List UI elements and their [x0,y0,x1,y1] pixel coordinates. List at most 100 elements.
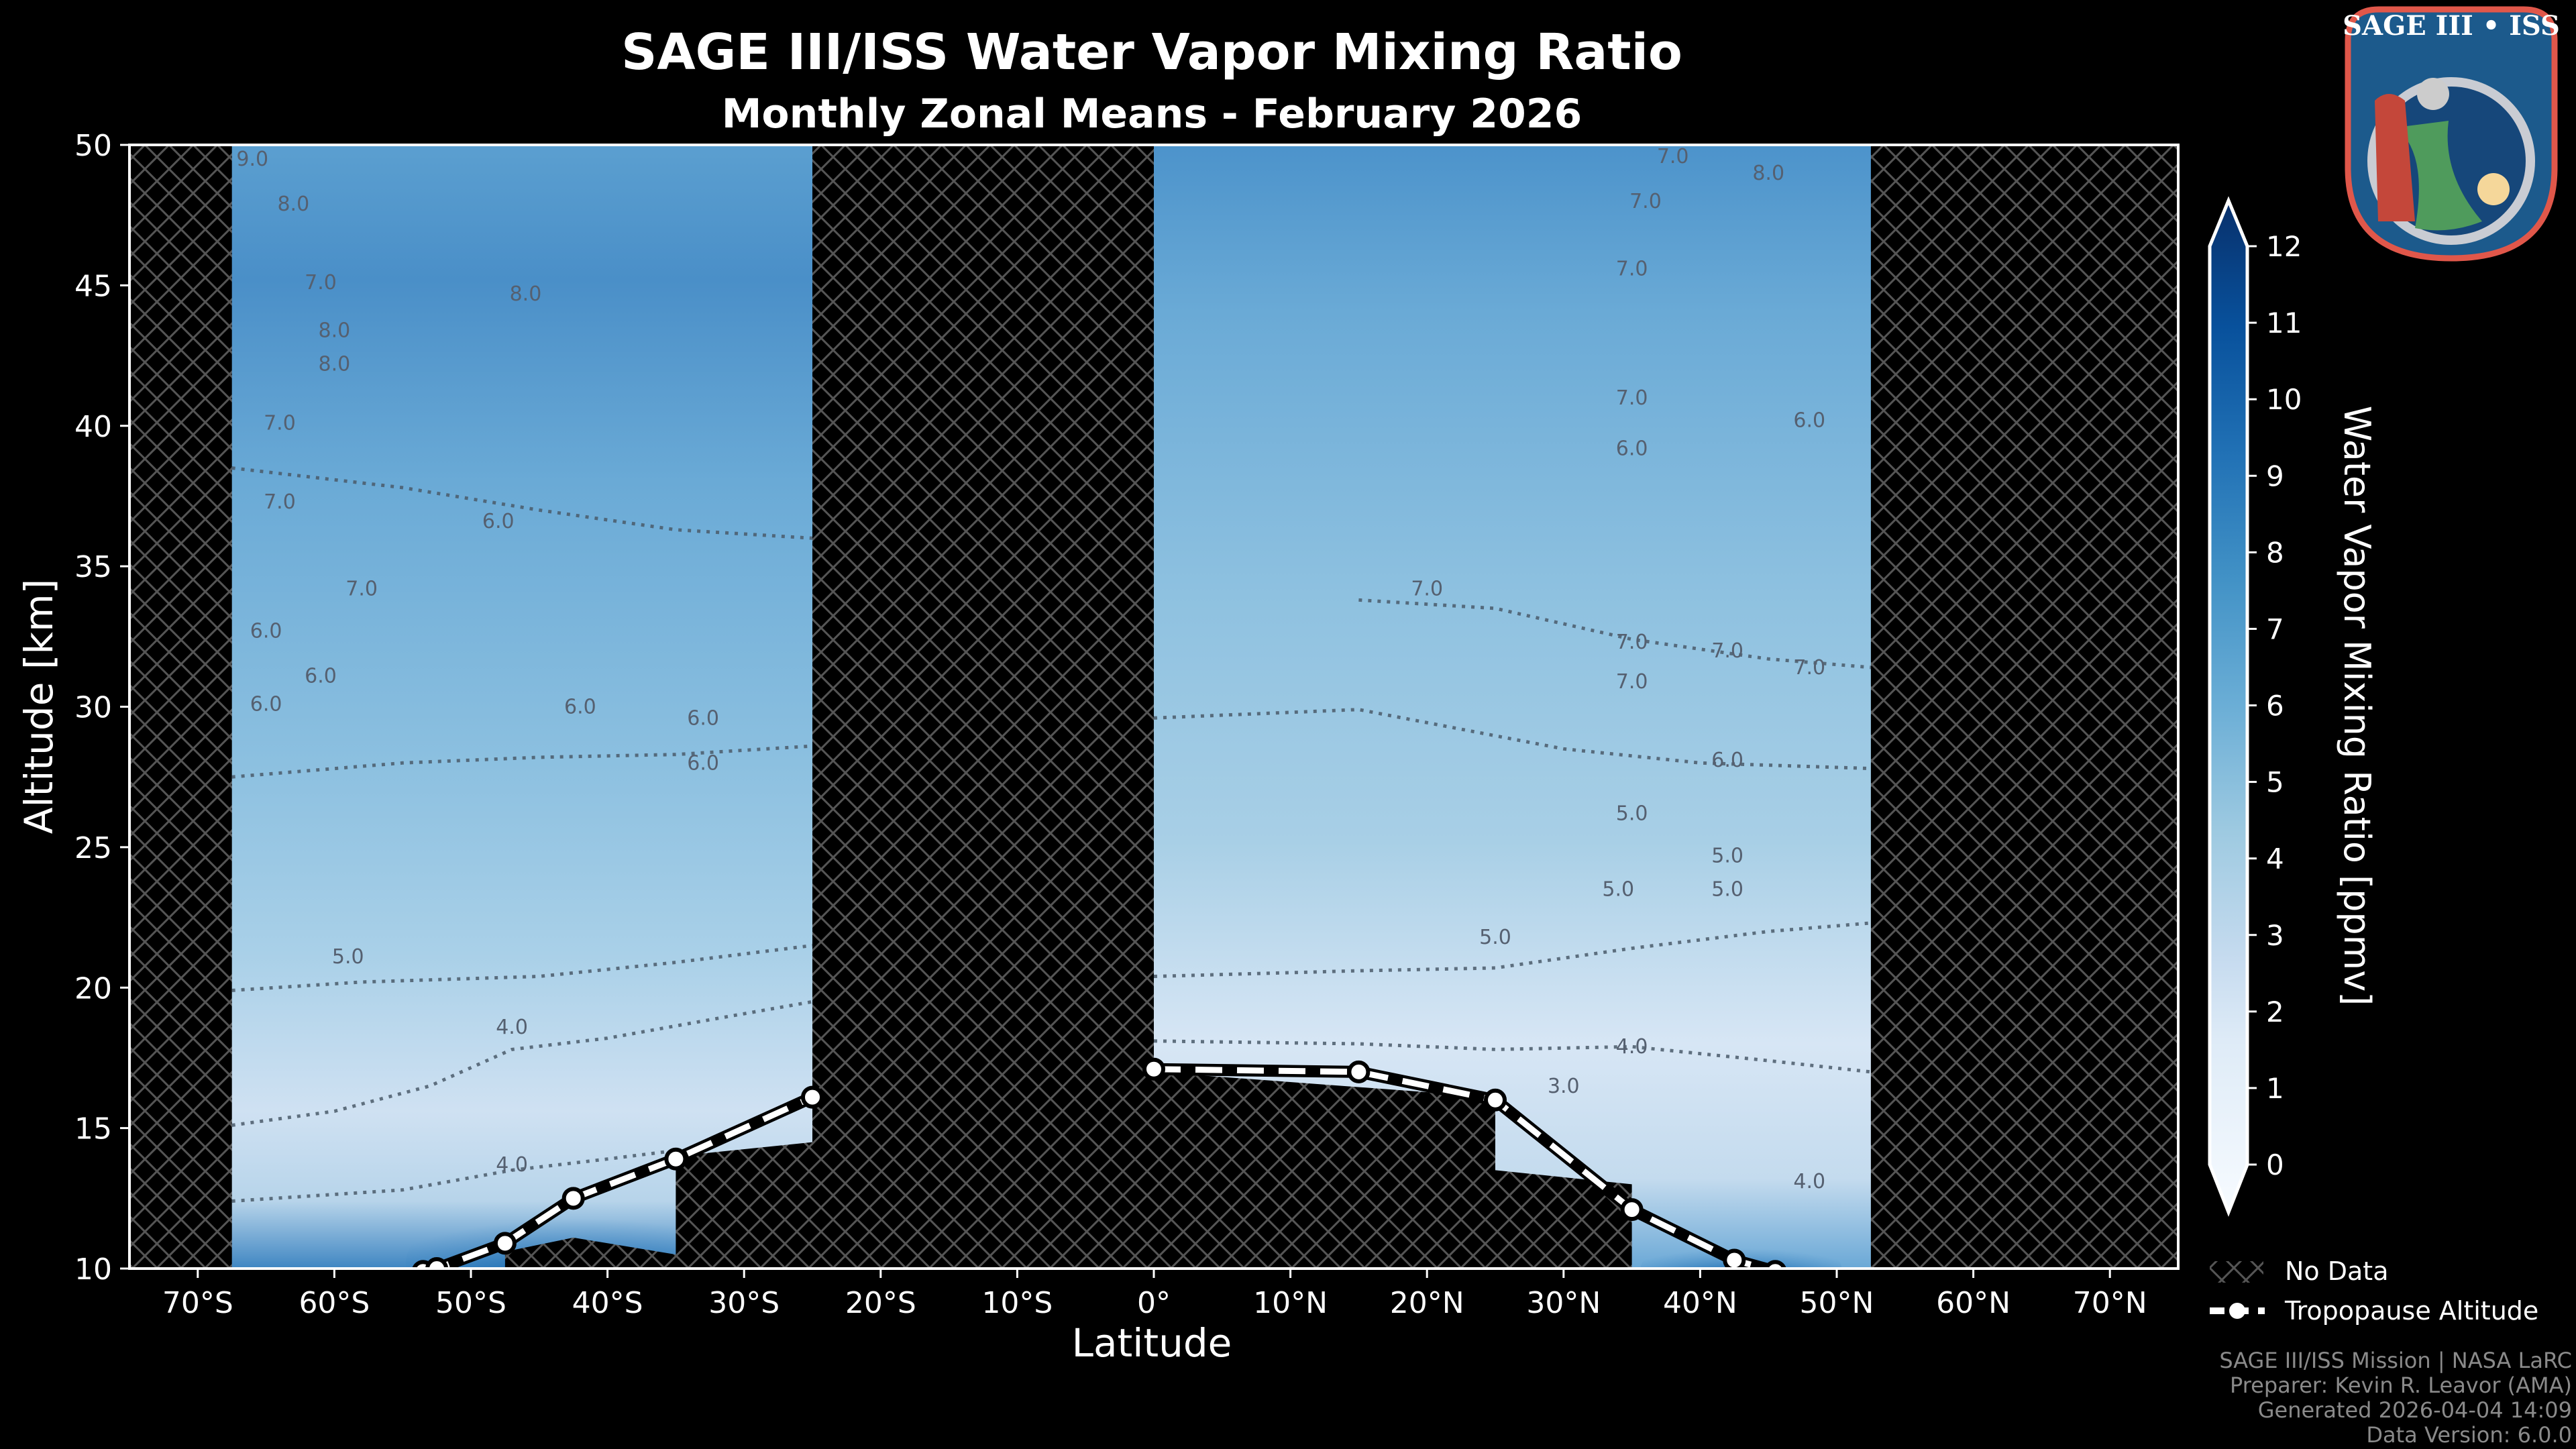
svg-text:SAGE III • ISS: SAGE III • ISS [2343,10,2560,42]
contour-label: 3.0 [1548,1075,1580,1098]
colorbar-tick-label: 9 [2266,460,2284,492]
no-data-mask [1154,1071,1632,1269]
contour-label: 4.0 [1616,1035,1648,1059]
contour-label: 4.0 [1793,1170,1825,1193]
footer-line: Generated 2026-04-04 14:09 [2258,1397,2572,1423]
tropopause-line [422,1094,814,1269]
contour-label: 7.0 [1616,631,1648,654]
contour-label: 6.0 [1616,437,1648,460]
contour-label: 6.0 [687,751,719,775]
x-tick-label: 20°S [845,1286,916,1320]
x-tick-label: 60°N [1936,1286,2010,1320]
contour-line [1153,921,1872,978]
contour-label: 5.0 [1711,878,1743,902]
contour-line [1153,708,1871,771]
contour-label: 6.0 [250,692,282,716]
contour-label: 6.0 [250,619,282,643]
contour-label: 4.0 [496,1153,528,1177]
contour-label: 7.0 [1657,145,1689,168]
contour-label: 7.0 [305,271,337,294]
footer-line: Preparer: Kevin R. Leavor (AMA) [2230,1373,2572,1398]
colorbar-tick-label: 12 [2266,230,2302,263]
y-tick-label: 10 [74,1252,112,1287]
legend-entry-no-data: No Data [2210,1256,2389,1286]
y-tick-label: 40 [74,410,112,444]
x-tick-label: 40°N [1663,1286,1737,1320]
tropopause-marker [561,1187,585,1210]
x-tick-label: 70°N [2073,1286,2147,1320]
contour-label: 5.0 [1602,878,1634,902]
contour-line [1153,1039,1872,1074]
mission-logo: SAGE III • ISS [2343,6,2560,262]
x-tick-label: 10°N [1253,1286,1328,1320]
y-axis-label: Altitude [km] [16,579,62,834]
x-axis-label: Latitude [1072,1320,1232,1366]
tropopause-marker [1764,1260,1786,1269]
colorbar-tick-label: 6 [2266,690,2284,722]
legend-label: No Data [2285,1256,2389,1286]
x-axis: 70°S 60°S 50°S 40°S 30°S 20°S 10°S 0° 10°N 20°N 30… [162,1269,2147,1320]
tropopause-marker [1142,1057,1165,1081]
x-tick-label: 60°S [299,1286,370,1320]
x-tick-label: 30°S [708,1286,780,1320]
tropopause-marker [425,1257,449,1269]
contour-label: 6.0 [1793,409,1825,432]
contour-label: 7.0 [264,412,296,435]
x-tick-label: 40°S [572,1286,643,1320]
colorbar-tick-label: 2 [2266,996,2284,1028]
contour-label: 8.0 [1752,162,1784,185]
y-tick-label: 20 [74,971,112,1006]
contour-label: 6.0 [1711,749,1743,772]
colorbar-tick-label: 3 [2266,919,2284,952]
footer-line: Data Version: 6.0.0 [2366,1422,2572,1448]
legend-entry-tropopause: Tropopause Altitude [2210,1296,2538,1326]
contour-label: 5.0 [332,945,364,969]
chart-subtitle: Monthly Zonal Means - February 2026 [722,91,1582,138]
contour-label: 9.0 [236,148,268,171]
contour-label: 6.0 [687,706,719,730]
colorbar-tick-label: 10 [2266,383,2302,416]
contour-label: 8.0 [319,353,351,376]
y-axis: 10 15 20 25 30 35 40 45 50 [74,129,129,1287]
contour-label: 7.0 [1616,670,1648,694]
no-data-mask [504,1142,812,1269]
contour-label: 5.0 [1616,802,1648,826]
contour-line [231,1148,676,1203]
contour-label: 5.0 [1479,926,1511,949]
colorbar-tick-label: 11 [2266,307,2302,339]
chart-title: SAGE III/ISS Water Vapor Mixing Ratio [621,23,1682,81]
contour-label: 6.0 [305,664,337,688]
contour-label: 4.0 [496,1016,528,1039]
contour-line [231,1000,813,1127]
tropopause-marker [493,1232,517,1255]
contour-label: 7.0 [1411,578,1443,601]
data-region [231,145,812,1269]
contour-label: 7.0 [1711,639,1743,663]
legend-label: Tropopause Altitude [2284,1296,2538,1326]
tropopause-marker [1723,1248,1746,1269]
plot-area: 9.0 8.0 8.0 7.0 8.0 8.0 7.0 7.0 6.0 7.0 6.0 6.0 6.0 6… [128,144,2180,1270]
y-tick-label: 35 [74,550,112,584]
tropopause-marker [1620,1198,1644,1222]
colorbar-tick-label: 1 [2266,1072,2284,1105]
contour-label: 8.0 [319,319,351,342]
tropopause-marker [801,1085,824,1109]
y-tick-label: 45 [74,269,112,303]
colorbar-tick-label: 0 [2266,1148,2284,1181]
x-tick-label: 70°S [162,1286,233,1320]
contour-label: 7.0 [345,578,378,601]
colorbar-tick-label: 4 [2266,843,2284,875]
x-tick-label: 10°S [981,1286,1053,1320]
x-tick-label: 50°N [1800,1286,1874,1320]
tropopause-marker [1347,1060,1371,1083]
contour-label: 7.0 [264,490,296,514]
x-tick-label: 0° [1137,1286,1171,1320]
y-tick-label: 50 [74,129,112,163]
footer: SAGE III/ISS Mission | NASA LaRC Prepare… [2219,1348,2572,1448]
contour-label: 8.0 [510,282,542,306]
legend: No Data Tropopause Altitude [2210,1256,2538,1326]
colorbar-label: Water Vapor Mixing Ratio [ppmv] [2336,406,2378,1006]
footer-line: SAGE III/ISS Mission | NASA LaRC [2219,1348,2572,1373]
contour-line [231,943,813,992]
